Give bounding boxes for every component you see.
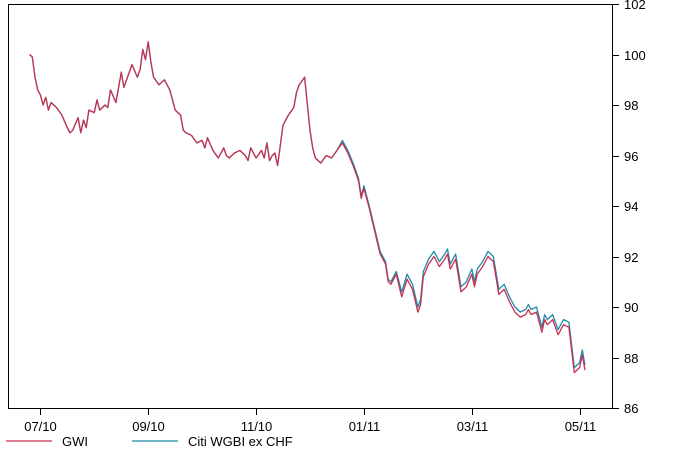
series-line-citi-wgbi-ex-chf [29,41,586,369]
y-tick-label: 92 [624,250,638,265]
y-tick-label: 90 [624,300,638,315]
x-tick-label: 11/10 [241,419,273,434]
y-tick-label: 100 [624,48,646,63]
x-tick-label: 01/11 [349,419,381,434]
x-axis: 07/10 09/10 11/10 01/11 03/11 05/11 [24,408,597,434]
plot-frame [8,4,613,409]
legend-item: Citi WGBI ex CHF [132,434,293,449]
y-tick-label: 96 [624,149,638,164]
y-tick-label: 88 [624,351,638,366]
series-layer [29,41,586,374]
y-tick-label: 98 [624,98,638,113]
legend-item: GWI [6,434,88,449]
x-tick-label: 05/11 [565,419,597,434]
y-tick-label: 86 [624,401,638,416]
series-line-gwi [29,41,586,374]
x-tick-label: 09/10 [132,419,165,434]
x-tick-label: 07/10 [24,419,57,434]
legend-label: Citi WGBI ex CHF [188,434,293,449]
y-tick-label: 94 [624,199,638,214]
legend: GWI Citi WGBI ex CHF [6,434,293,449]
legend-label: GWI [62,434,88,449]
y-axis: 86 88 90 92 94 96 98 100 102 [612,0,646,416]
x-tick-label: 03/11 [457,419,489,434]
y-tick-label: 102 [624,0,646,12]
